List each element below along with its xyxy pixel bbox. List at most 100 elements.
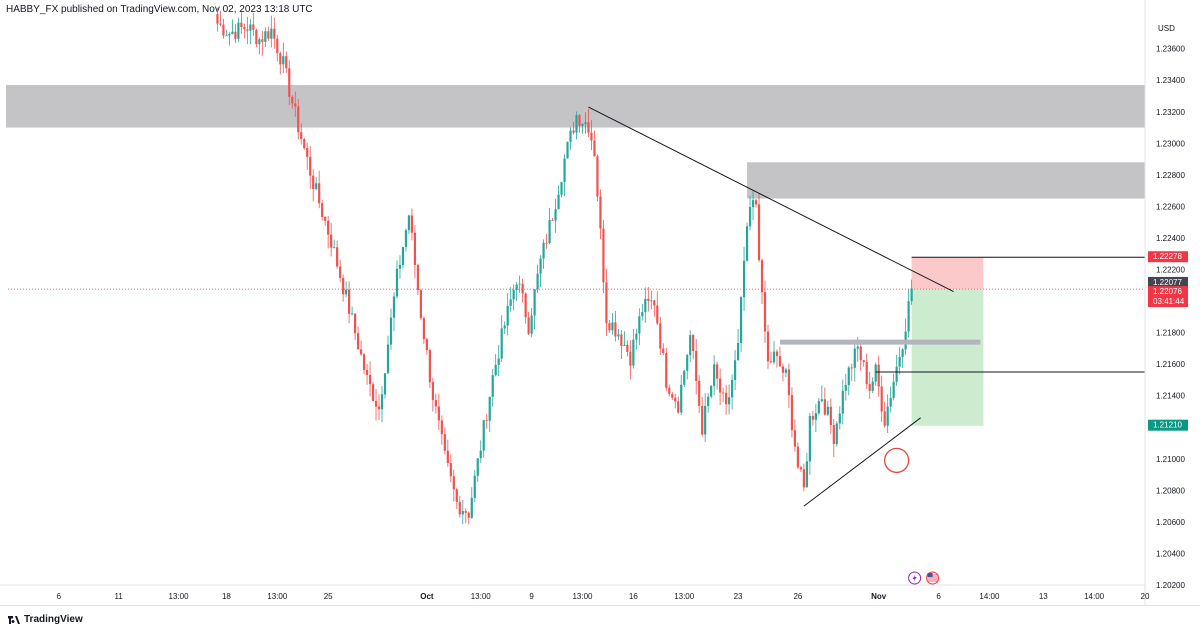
candle-body	[889, 397, 892, 407]
price-tick-label: 1.21000	[1156, 455, 1185, 464]
candle-body	[772, 351, 776, 363]
candle-body	[704, 405, 707, 435]
candle-body	[742, 260, 746, 298]
price-tick-label: 1.20400	[1156, 549, 1185, 558]
candle-body	[769, 361, 773, 363]
supply-zone[interactable]	[747, 162, 1145, 199]
price-chart[interactable]: USD 1.236001.234001.232001.230001.228001…	[0, 0, 1200, 605]
candle-body	[515, 284, 518, 290]
candle-body	[584, 122, 587, 124]
candle-body	[327, 220, 330, 235]
candle-body	[428, 350, 431, 383]
candle-body	[641, 312, 644, 317]
candle-body	[416, 264, 420, 291]
candle-body	[674, 397, 677, 402]
lightning-icon[interactable]	[908, 571, 922, 585]
event-markers[interactable]	[908, 571, 940, 585]
candle-body	[814, 413, 817, 420]
candle-body	[512, 289, 515, 300]
stop-loss-zone[interactable]	[911, 257, 984, 290]
candle-body	[371, 384, 375, 402]
candle-body	[796, 446, 800, 468]
candle-body	[339, 266, 342, 278]
candle-body	[763, 292, 767, 332]
candle-body	[689, 335, 692, 356]
candle-body	[578, 115, 581, 126]
candle-body	[392, 296, 396, 318]
us-flag-icon[interactable]	[926, 571, 940, 585]
candle-body	[470, 497, 473, 518]
candle-body	[297, 106, 300, 133]
candle-body	[348, 289, 351, 314]
time-tick-label: 9	[529, 592, 534, 601]
candle-body	[805, 461, 808, 488]
candle-body	[727, 397, 731, 405]
currency-label: USD	[1158, 24, 1175, 33]
candle-body	[560, 181, 563, 195]
candle-body	[365, 369, 369, 376]
candle-body	[745, 226, 749, 261]
candle-body	[593, 140, 596, 157]
candle-body	[865, 361, 868, 385]
candle-body	[216, 14, 219, 24]
candle-body	[838, 413, 841, 424]
candle-body	[410, 215, 414, 233]
candle-body	[285, 56, 288, 69]
time-tick-label: 13	[1039, 592, 1048, 601]
candle-body	[853, 348, 856, 368]
time-tick-label: Nov	[871, 592, 887, 601]
candle-body	[219, 23, 222, 25]
position-tool[interactable]	[911, 257, 984, 426]
candle-body	[757, 204, 761, 261]
time-tick-label: 16	[629, 592, 638, 601]
candle-body	[605, 282, 608, 324]
candle-body	[464, 511, 467, 513]
candle-body	[294, 103, 297, 107]
trendline[interactable]	[588, 106, 954, 293]
price-tick-label: 1.20600	[1156, 518, 1185, 527]
candle-body	[668, 387, 671, 395]
candle-body	[419, 290, 423, 319]
candle-body	[766, 331, 770, 362]
candle-body	[282, 56, 285, 65]
tradingview-logo[interactable]: TradingView	[8, 614, 83, 625]
candle-body	[614, 322, 617, 337]
candle-body	[524, 293, 527, 318]
candle-body	[719, 378, 722, 393]
time-tick-label: 25	[324, 592, 333, 601]
price-tick-label: 1.22800	[1156, 171, 1185, 180]
candle-body	[638, 316, 641, 334]
drawn-lines[interactable]	[588, 106, 1145, 507]
candle-body	[273, 28, 276, 39]
candle-body	[228, 34, 231, 36]
candle-body	[494, 364, 497, 376]
candle-body	[374, 401, 378, 407]
stop-price-tag	[1148, 251, 1188, 263]
candle-body	[407, 215, 411, 231]
candle-body	[569, 130, 572, 142]
candle-body	[901, 349, 904, 357]
trendline[interactable]	[803, 417, 921, 507]
price-tick-label: 1.23600	[1156, 45, 1185, 54]
candle-body	[835, 423, 838, 444]
candle-body	[725, 392, 728, 405]
time-axis[interactable]: 6 11 13:00 18 13:00 25 Oct 13:00 9 13:00 16 13:00 23…	[57, 592, 1150, 601]
current-price-tag	[1148, 276, 1188, 288]
time-tick-label: 13:00	[267, 592, 288, 601]
candle-body	[401, 247, 405, 265]
candle-body	[877, 364, 880, 387]
candle-body	[671, 394, 674, 398]
publisher-header: HABBY_FX published on TradingView.com, N…	[6, 4, 313, 15]
candle-body	[431, 382, 434, 401]
candle-body	[781, 366, 785, 373]
candle-body	[596, 156, 599, 197]
candle-body	[686, 355, 689, 371]
price-axis[interactable]: 1.23600 1.23400 1.23200 1.23000 1.22800 1.226…	[1156, 45, 1185, 590]
take-profit-zone[interactable]	[911, 289, 984, 426]
candle-body	[321, 203, 324, 218]
candle-body	[395, 268, 399, 297]
price-tick-label: 1.22200	[1156, 266, 1185, 275]
candle-body	[548, 219, 551, 244]
candle-body	[413, 232, 417, 265]
candle-body	[404, 230, 408, 248]
